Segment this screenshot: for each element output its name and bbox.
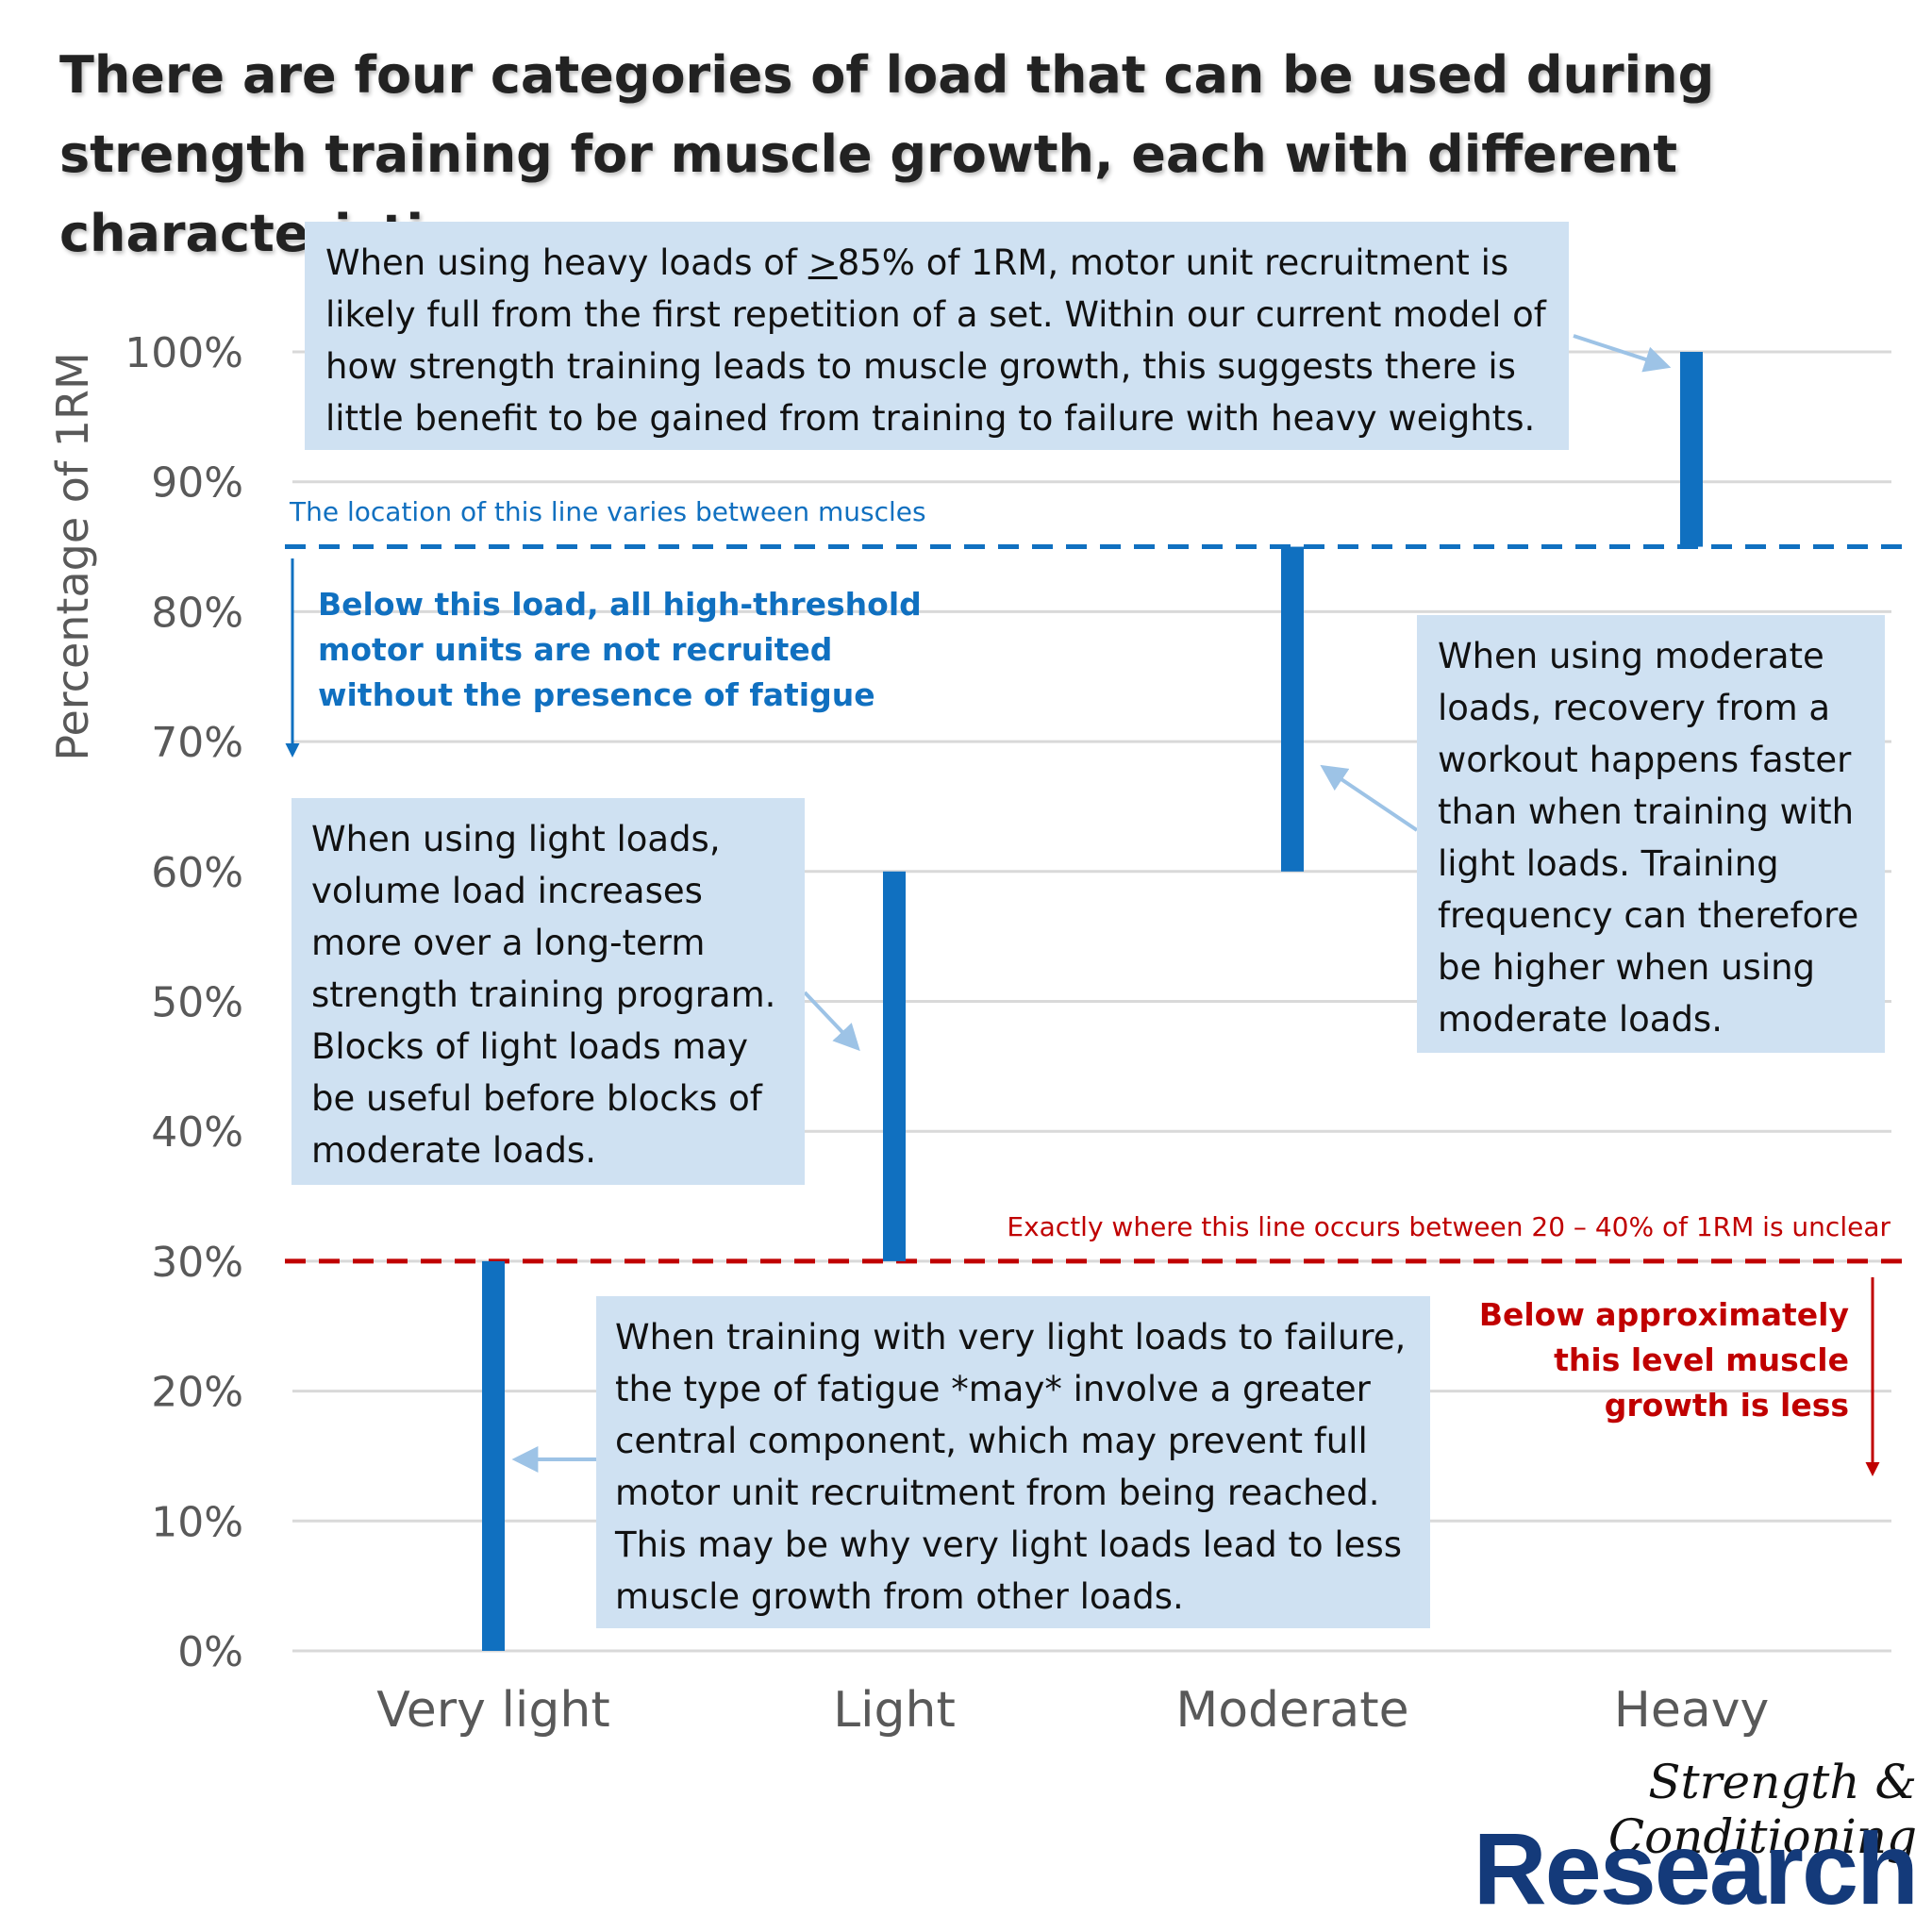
x-tick-label-light: Light xyxy=(833,1682,956,1739)
bar-very-light xyxy=(482,1260,505,1651)
logo-script: Strength & Conditioning xyxy=(1607,1755,1917,1864)
y-tick-label-10: 10% xyxy=(151,1498,243,1546)
line30-note: Below approximately this level muscle gr… xyxy=(1478,1296,1849,1424)
moderate-load-callout: When using moderate loads, recovery from… xyxy=(1417,615,1885,1053)
heavy-load-callout: When using heavy loads of >85% of 1RM, m… xyxy=(305,222,1569,450)
x-tick-label-very-light: Very light xyxy=(376,1682,609,1739)
heavy-callout-text-start: When using heavy loads of xyxy=(325,242,808,283)
y-tick-label-60: 60% xyxy=(151,849,243,897)
bar-moderate xyxy=(1281,546,1304,872)
bar-light xyxy=(883,871,906,1261)
light-callout-arrow xyxy=(803,991,860,1052)
y-tick-label-90: 90% xyxy=(151,459,243,508)
y-tick-label-0: 0% xyxy=(177,1628,243,1676)
y-tick-label-100: 100% xyxy=(125,329,243,377)
line85-note: Below this load, all high-threshold moto… xyxy=(318,586,922,713)
heavy-callout-text-end: 85% of 1RM, motor unit recruitment is li… xyxy=(325,242,1546,439)
moderate-callout-arrow xyxy=(1320,764,1419,832)
y-tick-label-20: 20% xyxy=(151,1369,243,1417)
heavy-callout-arrow xyxy=(1573,334,1672,373)
chart-title: There are four categories of load that c… xyxy=(59,45,1715,263)
line85-caption: The location of this line varies between… xyxy=(290,496,926,527)
y-tick-label-70: 70% xyxy=(151,719,243,767)
bar-heavy xyxy=(1680,352,1703,547)
x-tick-label-moderate: Moderate xyxy=(1175,1682,1408,1739)
very-light-load-callout: When training with very light loads to f… xyxy=(596,1296,1430,1628)
y-axis-label: Percentage of 1RM xyxy=(47,352,98,760)
y-tick-label-30: 30% xyxy=(151,1239,243,1287)
x-tick-label-heavy: Heavy xyxy=(1614,1682,1770,1739)
light-load-callout: When using light loads, volume load incr… xyxy=(291,798,805,1185)
y-tick-label-50: 50% xyxy=(151,979,243,1027)
y-tick-label-40: 40% xyxy=(151,1108,243,1157)
line30-caption: Exactly where this line occurs between 2… xyxy=(1007,1211,1890,1242)
y-tick-label-80: 80% xyxy=(151,589,243,637)
heavy-callout-symbol: > xyxy=(808,242,838,283)
logo-wordmark: Research xyxy=(1473,1811,1919,1925)
